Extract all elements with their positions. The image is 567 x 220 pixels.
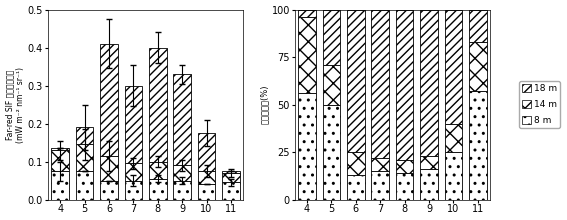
Bar <box>76 127 94 145</box>
Bar <box>76 145 94 171</box>
Bar <box>125 181 142 200</box>
Bar <box>396 173 413 200</box>
Y-axis label: Far-red SIF 蛍光放射輝度
(mW m⁻² nm⁻¹ sr⁻¹): Far-red SIF 蛍光放射輝度 (mW m⁻² nm⁻¹ sr⁻¹) <box>6 67 25 143</box>
Bar <box>469 42 486 91</box>
Bar <box>222 182 240 200</box>
Bar <box>174 165 191 181</box>
Bar <box>420 169 438 200</box>
Legend: 18 m, 14 m, 8 m: 18 m, 14 m, 8 m <box>519 81 560 128</box>
Bar <box>198 133 215 171</box>
Bar <box>396 160 413 173</box>
Bar <box>323 65 340 104</box>
Bar <box>323 9 340 65</box>
Bar <box>100 156 118 181</box>
Bar <box>198 171 215 184</box>
Bar <box>298 9 316 17</box>
Bar <box>52 148 69 150</box>
Bar <box>76 171 94 200</box>
Bar <box>149 161 167 179</box>
Bar <box>445 124 462 152</box>
Bar <box>347 152 365 175</box>
Bar <box>445 152 462 200</box>
Bar <box>445 9 462 124</box>
Bar <box>371 9 389 158</box>
Bar <box>100 181 118 200</box>
Bar <box>52 150 69 171</box>
Bar <box>323 104 340 200</box>
Bar <box>347 9 365 152</box>
Bar <box>371 158 389 171</box>
Bar <box>371 171 389 200</box>
Bar <box>420 156 438 169</box>
Bar <box>52 171 69 200</box>
Bar <box>174 181 191 200</box>
Bar <box>469 9 486 42</box>
Bar <box>420 9 438 156</box>
Bar <box>222 173 240 182</box>
Bar <box>198 184 215 200</box>
Bar <box>125 163 142 181</box>
Bar <box>396 9 413 160</box>
Bar <box>347 175 365 200</box>
Bar <box>298 17 316 93</box>
Bar <box>149 179 167 200</box>
Bar <box>174 74 191 165</box>
Bar <box>149 48 167 161</box>
Bar <box>222 171 240 173</box>
Bar <box>125 86 142 163</box>
Bar <box>298 93 316 200</box>
Bar <box>469 91 486 200</box>
Y-axis label: 各層の比率(%): 各層の比率(%) <box>260 85 269 124</box>
Bar <box>100 44 118 156</box>
